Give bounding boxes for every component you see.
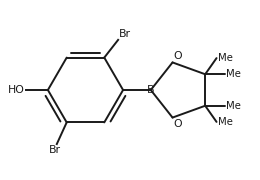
Text: HO: HO <box>8 85 25 95</box>
Text: Me: Me <box>218 117 232 127</box>
Text: Me: Me <box>226 101 241 111</box>
Text: O: O <box>173 119 182 129</box>
Text: Br: Br <box>49 145 61 155</box>
Text: B: B <box>147 85 154 95</box>
Text: Me: Me <box>226 69 241 79</box>
Text: Me: Me <box>218 53 232 63</box>
Text: Br: Br <box>119 29 131 39</box>
Text: O: O <box>173 51 182 61</box>
